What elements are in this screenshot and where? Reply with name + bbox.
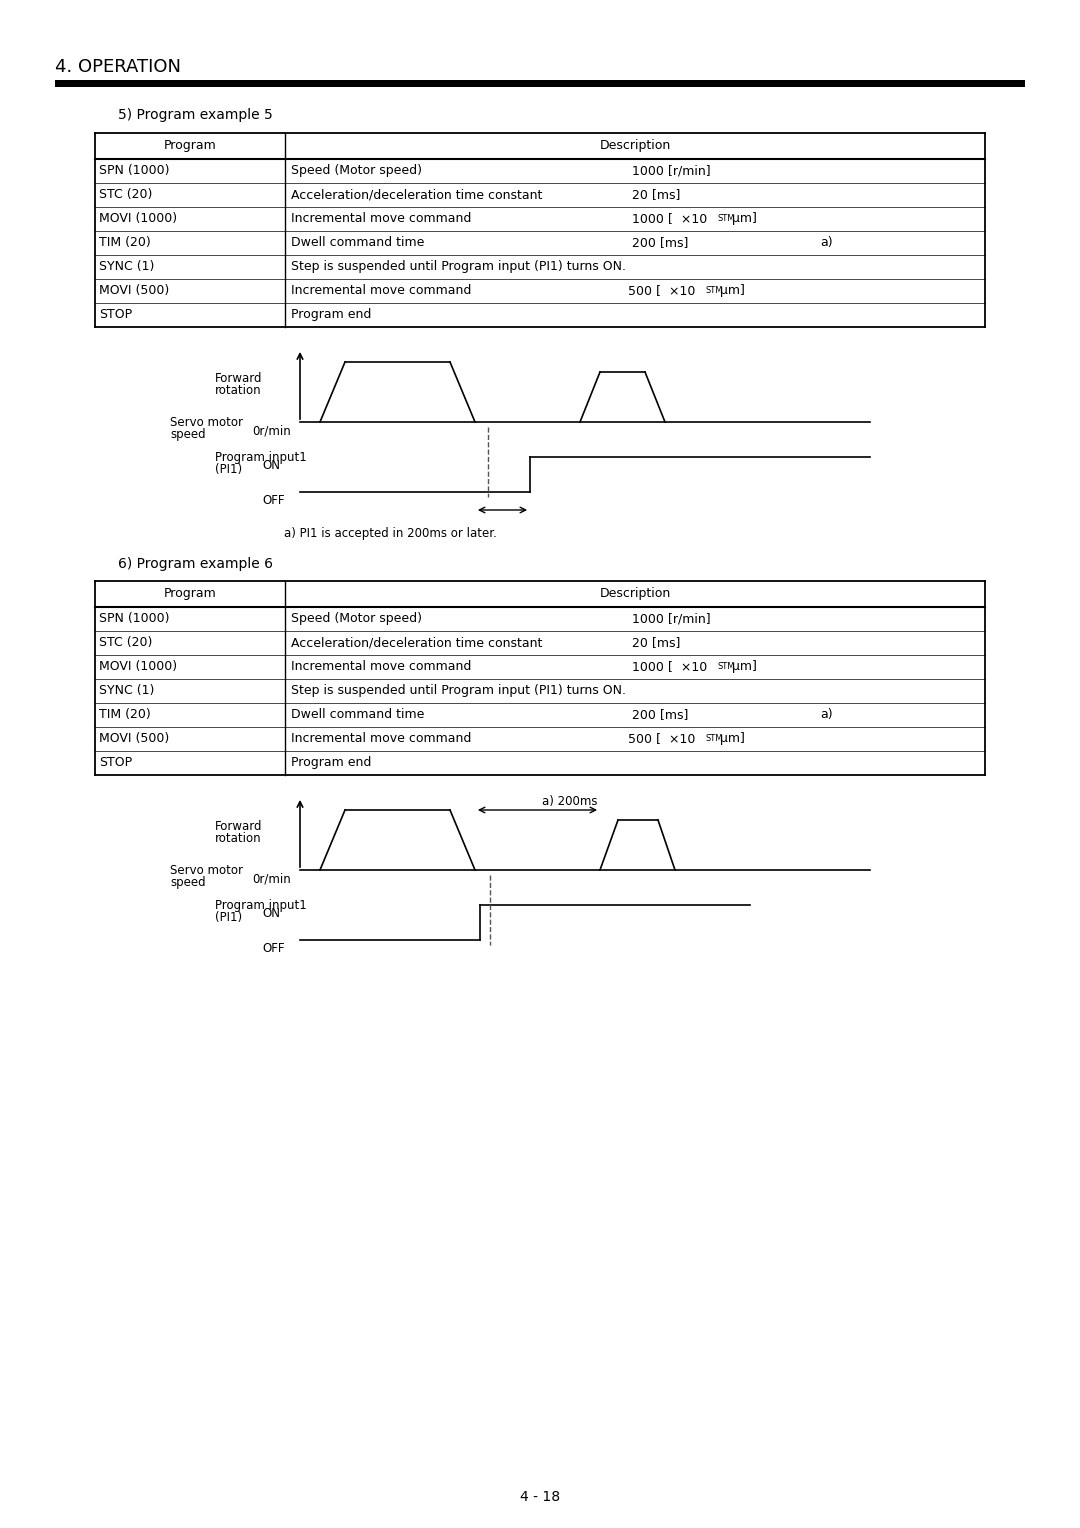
Text: (PI1): (PI1) — [215, 911, 242, 924]
Text: (PI1): (PI1) — [215, 463, 242, 477]
Text: STM: STM — [705, 733, 723, 743]
Text: rotation: rotation — [215, 384, 261, 397]
Text: Step is suspended until Program input (PI1) turns ON.: Step is suspended until Program input (P… — [291, 260, 626, 274]
Text: 1000 [r/min]: 1000 [r/min] — [632, 613, 711, 625]
Text: Dwell command time: Dwell command time — [291, 235, 424, 249]
Text: ON: ON — [262, 458, 280, 472]
Text: STC (20): STC (20) — [99, 188, 152, 202]
Text: a): a) — [820, 235, 833, 249]
Text: Description: Description — [599, 587, 671, 601]
Text: 4. OPERATION: 4. OPERATION — [55, 58, 181, 76]
Text: Incremental move command: Incremental move command — [291, 212, 471, 225]
Text: SPN (1000): SPN (1000) — [99, 163, 170, 177]
Text: ON: ON — [262, 908, 280, 920]
Text: 20 [ms]: 20 [ms] — [632, 636, 680, 649]
Text: Program: Program — [164, 587, 216, 601]
Text: Forward: Forward — [215, 371, 262, 385]
Text: STOP: STOP — [99, 309, 132, 321]
Text: TIM (20): TIM (20) — [99, 707, 151, 721]
Text: 4 - 18: 4 - 18 — [519, 1490, 561, 1504]
Text: STM: STM — [705, 286, 723, 295]
Text: 5) Program example 5: 5) Program example 5 — [118, 108, 273, 122]
Text: Forward: Forward — [215, 821, 262, 833]
Text: speed: speed — [170, 876, 205, 889]
Text: STM: STM — [717, 214, 734, 223]
Text: a): a) — [820, 707, 833, 721]
Text: Acceleration/deceleration time constant: Acceleration/deceleration time constant — [291, 188, 542, 202]
Text: MOVI (500): MOVI (500) — [99, 284, 170, 296]
Text: TIM (20): TIM (20) — [99, 235, 151, 249]
Text: 0r/min: 0r/min — [252, 423, 291, 437]
Text: SYNC (1): SYNC (1) — [99, 685, 154, 697]
Bar — [55, 79, 1025, 87]
Text: Program end: Program end — [291, 309, 372, 321]
Text: MOVI (1000): MOVI (1000) — [99, 660, 177, 672]
Text: Speed (Motor speed): Speed (Motor speed) — [291, 613, 422, 625]
Text: STC (20): STC (20) — [99, 636, 152, 649]
Text: a) PI1 is accepted in 200ms or later.: a) PI1 is accepted in 200ms or later. — [284, 527, 497, 539]
Text: STM: STM — [717, 662, 734, 671]
Text: Program input1: Program input1 — [215, 451, 307, 465]
Text: speed: speed — [170, 428, 205, 442]
Text: Program end: Program end — [291, 756, 372, 769]
Text: 1000 [  ×10: 1000 [ ×10 — [632, 660, 707, 672]
Text: Speed (Motor speed): Speed (Motor speed) — [291, 163, 422, 177]
Text: Incremental move command: Incremental move command — [291, 732, 471, 746]
Text: 6) Program example 6: 6) Program example 6 — [118, 558, 273, 571]
Text: Incremental move command: Incremental move command — [291, 284, 471, 296]
Text: 1000 [r/min]: 1000 [r/min] — [632, 163, 711, 177]
Text: Description: Description — [599, 139, 671, 151]
Text: μm]: μm] — [732, 212, 757, 225]
Text: 0r/min: 0r/min — [252, 872, 291, 885]
Text: Acceleration/deceleration time constant: Acceleration/deceleration time constant — [291, 636, 542, 649]
Text: Step is suspended until Program input (PI1) turns ON.: Step is suspended until Program input (P… — [291, 685, 626, 697]
Text: MOVI (500): MOVI (500) — [99, 732, 170, 746]
Text: 500 [  ×10: 500 [ ×10 — [627, 284, 696, 296]
Text: OFF: OFF — [262, 941, 284, 955]
Text: MOVI (1000): MOVI (1000) — [99, 212, 177, 225]
Text: Program: Program — [164, 139, 216, 151]
Text: 200 [ms]: 200 [ms] — [632, 707, 688, 721]
Text: μm]: μm] — [720, 284, 745, 296]
Text: 500 [  ×10: 500 [ ×10 — [627, 732, 696, 746]
Text: Dwell command time: Dwell command time — [291, 707, 424, 721]
Text: STOP: STOP — [99, 756, 132, 769]
Text: 200 [ms]: 200 [ms] — [632, 235, 688, 249]
Text: 20 [ms]: 20 [ms] — [632, 188, 680, 202]
Text: a) 200ms: a) 200ms — [542, 795, 597, 808]
Text: SPN (1000): SPN (1000) — [99, 613, 170, 625]
Text: SYNC (1): SYNC (1) — [99, 260, 154, 274]
Text: Incremental move command: Incremental move command — [291, 660, 471, 672]
Text: 1000 [  ×10: 1000 [ ×10 — [632, 212, 707, 225]
Text: Servo motor: Servo motor — [170, 863, 243, 877]
Text: μm]: μm] — [732, 660, 757, 672]
Text: Program input1: Program input1 — [215, 898, 307, 912]
Text: μm]: μm] — [720, 732, 745, 746]
Text: OFF: OFF — [262, 494, 284, 507]
Text: rotation: rotation — [215, 833, 261, 845]
Text: Servo motor: Servo motor — [170, 416, 243, 429]
